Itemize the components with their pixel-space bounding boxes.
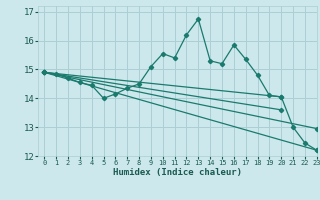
X-axis label: Humidex (Indice chaleur): Humidex (Indice chaleur) — [113, 168, 242, 177]
